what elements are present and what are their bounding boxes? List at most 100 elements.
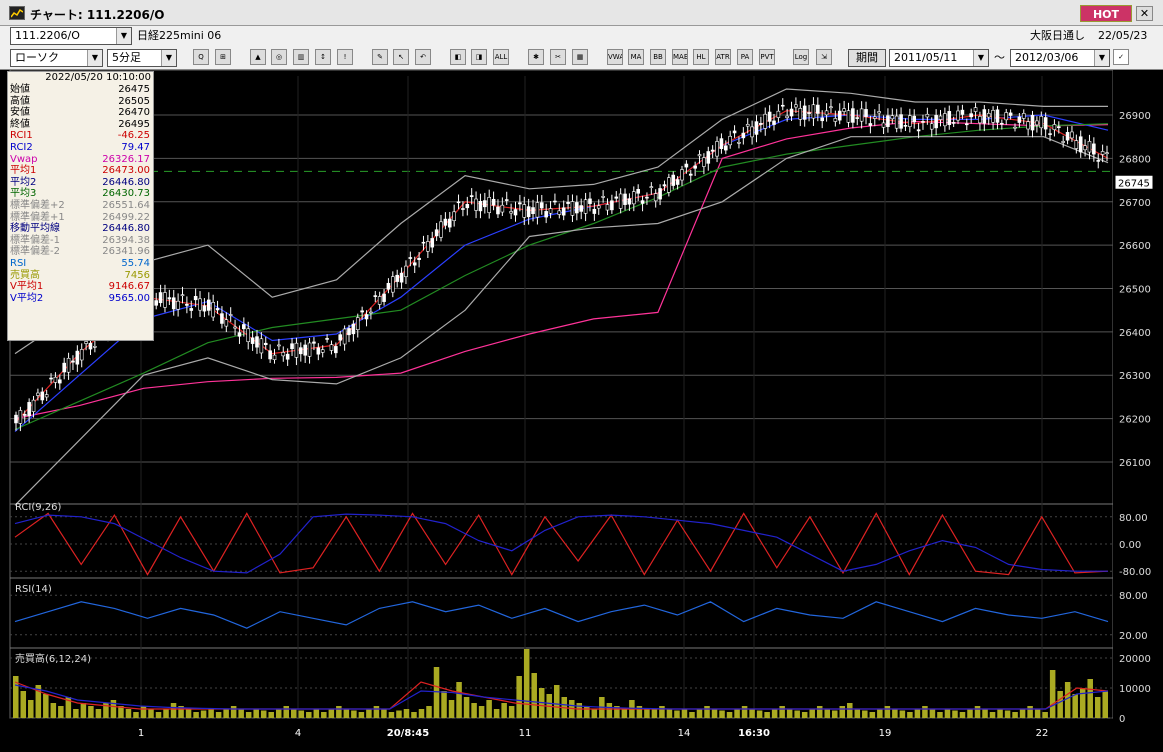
hot-button[interactable]: HOT [1080, 5, 1132, 22]
candle-body [688, 173, 693, 176]
grid-icon[interactable]: ⊞ [215, 49, 231, 65]
info-row: 標準偏差+2 26551.64 [8, 200, 153, 212]
volume-bar [245, 712, 252, 718]
candle-body [1083, 145, 1087, 151]
calendar-icon[interactable]: ▼ [973, 50, 988, 66]
settings-icon[interactable]: ✱ [528, 49, 544, 65]
info-value: 26499.22 [102, 211, 150, 223]
y-tick-label: 26200 [1119, 415, 1151, 426]
info-row: 平均1 26473.00 [8, 165, 153, 177]
chart-area[interactable]: 26100 26200 26300 26400 26500 26600 26700 26800… [0, 69, 1163, 749]
info-label: RCI2 [10, 141, 33, 153]
range-button[interactable]: 期間 [848, 49, 886, 67]
candle-body [395, 274, 399, 282]
volume-bar [1079, 688, 1086, 718]
info-timestamp: 2022/05/20 10:10:00 [45, 72, 151, 83]
chevron-down-icon[interactable]: ▼ [116, 28, 131, 44]
para-button[interactable]: PA [737, 49, 753, 65]
symbol-combo[interactable]: 111.2206/O ▼ [10, 27, 132, 45]
candle-body [250, 337, 255, 344]
candle-body [1021, 113, 1026, 119]
all-icon[interactable]: ALL [493, 49, 509, 65]
volume-bar [253, 709, 259, 718]
pvt-button[interactable]: PVT [759, 49, 775, 65]
chart-type-select[interactable]: ローソク ▼ [10, 49, 103, 67]
cursor-icon[interactable]: ↖ [393, 49, 409, 65]
undo-icon[interactable]: ↶ [415, 49, 431, 65]
log-button[interactable]: Log [793, 49, 809, 65]
volume-bar [553, 685, 560, 718]
volume-bar [516, 676, 522, 718]
candle-body [776, 110, 781, 118]
candle-body [732, 130, 737, 134]
x-tick-label: 11 [519, 728, 532, 739]
pencil-icon[interactable]: ✎ [372, 49, 388, 65]
period-select[interactable]: 5分足 ▼ [107, 49, 177, 67]
ma-button[interactable]: MA [628, 49, 644, 65]
candle-body [1061, 141, 1065, 143]
candle-icon-2[interactable]: ◨ [471, 49, 487, 65]
date-to-field[interactable]: 2012/03/06 ▼ [1010, 49, 1110, 67]
info-label: 標準偏差+1 [10, 211, 65, 223]
candle-body [58, 379, 62, 384]
wrench-icon[interactable]: ✂ [550, 49, 566, 65]
candle-body [386, 282, 391, 290]
info-value: 55.74 [121, 257, 150, 269]
candle-body [671, 174, 676, 186]
info-label: 終値 [10, 118, 30, 130]
volume-bar [351, 710, 357, 718]
candle-body [202, 305, 207, 312]
candle-body [325, 338, 329, 340]
candle-body [820, 117, 825, 122]
candle-body [618, 193, 623, 209]
close-button[interactable]: ✕ [1136, 6, 1153, 21]
calendar-icon[interactable]: ▼ [1094, 50, 1109, 66]
candle-body [263, 342, 268, 346]
candle-body [364, 314, 369, 320]
date-from-value: 2011/05/11 [894, 51, 958, 64]
candle-body [706, 151, 711, 164]
bb-button[interactable]: BB [650, 49, 666, 65]
candle-body [903, 125, 908, 127]
candle-body [750, 126, 754, 138]
info-row: Vwap 26326.17 [8, 154, 153, 166]
info-value: 26394.38 [102, 234, 150, 246]
volume-bar [50, 703, 57, 718]
volume-bar [907, 712, 913, 718]
candle-body [461, 208, 465, 210]
candle-body [964, 123, 969, 126]
vwap-button[interactable]: VWAP [607, 49, 623, 65]
palette-icon[interactable]: ▦ [572, 49, 588, 65]
chart-icon-2[interactable]: ◎ [271, 49, 287, 65]
chevron-down-icon[interactable]: ▼ [161, 50, 176, 66]
chart-icon-3[interactable]: ▥ [293, 49, 309, 65]
volume-bar [749, 709, 755, 718]
mae-button[interactable]: MAE [672, 49, 688, 65]
candle-body [894, 115, 899, 129]
chart-icon-5[interactable]: ! [337, 49, 353, 65]
volume-bar [666, 709, 673, 718]
volume-bar [756, 710, 763, 718]
chart-canvas[interactable]: 26100 26200 26300 26400 26500 26600 26700 26800… [0, 69, 1163, 749]
chart-icon-1[interactable]: ▲ [250, 49, 266, 65]
rci-tick-label: 80.00 [1119, 513, 1148, 524]
export-icon[interactable]: ⇲ [816, 49, 832, 65]
chart-icon-4[interactable]: ↕ [315, 49, 331, 65]
candle-body [724, 145, 728, 151]
date-from-field[interactable]: 2011/05/11 ▼ [889, 49, 989, 67]
volume-bar [786, 709, 793, 718]
atr-button[interactable]: ATR [715, 49, 731, 65]
candle-body [404, 265, 408, 278]
volume-bar [929, 709, 936, 718]
chevron-down-icon[interactable]: ▼ [87, 50, 102, 66]
candle-icon-1[interactable]: ◧ [450, 49, 466, 65]
zoom-icon[interactable]: Q [193, 49, 209, 65]
candle-body [518, 202, 522, 205]
candle-body [693, 165, 697, 169]
info-label: V平均2 [10, 292, 44, 304]
toolbar: ローソク ▼ 5分足 ▼ Q ⊞ ▲ ◎ ▥ ↕! ✎ ↖ ↶ ◧ ◨ ALL ✱ ✂ ▦ VWAP MA BB M… [0, 46, 1163, 70]
range-checkbox[interactable]: ✓ [1113, 49, 1129, 65]
candle-body [1100, 151, 1105, 155]
candle-body [1087, 141, 1092, 153]
hl-button[interactable]: HL [693, 49, 709, 65]
